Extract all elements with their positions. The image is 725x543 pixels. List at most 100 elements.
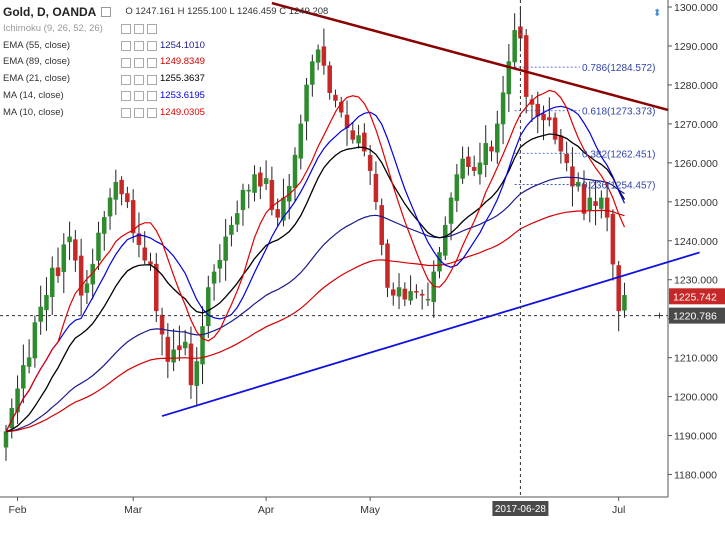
crosshair-price-box — [669, 307, 725, 324]
legend-row-ichimoku[interactable]: Ichimoku (9, 26, 52, 26) — [3, 21, 328, 38]
candle-body — [61, 244, 67, 273]
y-tick-label: 1230.000 — [674, 275, 718, 287]
close-icon[interactable] — [147, 74, 157, 85]
candle-body — [130, 200, 136, 234]
x-tick-label: May — [360, 504, 381, 516]
visibility-icon[interactable] — [121, 57, 131, 68]
candle-body — [90, 263, 95, 285]
candle-body — [622, 295, 627, 311]
candle-body — [234, 213, 240, 225]
legend-value: 1249.8349 — [160, 56, 205, 68]
crosshair-date-box — [492, 501, 549, 516]
fib-label: 0.618(1273.373) — [582, 107, 655, 118]
legend-row-ema89[interactable]: EMA (89, close) 1249.8349 — [3, 54, 328, 71]
y-tick-label: 1270.000 — [674, 119, 718, 131]
candle-body — [177, 345, 182, 351]
candle-body — [21, 365, 26, 389]
candle-body — [252, 174, 257, 193]
close-icon[interactable] — [147, 108, 157, 119]
visibility-icon[interactable] — [121, 108, 131, 119]
settings-icon[interactable] — [134, 74, 144, 85]
legend-value: 1255.3637 — [160, 73, 205, 85]
scroll-to-realtime-icon[interactable]: ⬍ — [653, 8, 662, 19]
y-tick-label: 1290.000 — [674, 41, 718, 53]
candle-body — [229, 224, 234, 235]
crosshair-price-label: 1220.786 — [673, 311, 717, 323]
y-tick-label: 1260.000 — [674, 158, 718, 170]
settings-icon[interactable] — [134, 24, 144, 35]
candle-body — [26, 357, 32, 367]
fib-label: 0.786(1284.572) — [582, 63, 655, 74]
candle-body — [125, 193, 130, 203]
visibility-icon[interactable] — [121, 40, 131, 51]
close-icon[interactable] — [147, 91, 157, 102]
candle-body — [148, 261, 153, 265]
candle-body — [425, 298, 431, 301]
candle-body — [506, 61, 512, 95]
symbol-title: Gold, D, OANDA — [3, 5, 97, 19]
ema-55-line — [5, 176, 625, 433]
candle-body — [223, 236, 228, 261]
candle-body — [321, 46, 327, 66]
candle-body — [15, 388, 20, 413]
candle-body — [448, 197, 454, 224]
candle-body — [327, 65, 332, 93]
candle-body — [454, 174, 460, 201]
candle-body — [84, 283, 90, 293]
legend-name: EMA (21, close) — [3, 73, 71, 85]
fib-label: 0.236(1254.457) — [582, 180, 655, 191]
candle-body — [194, 361, 199, 386]
collapse-icon[interactable] — [101, 7, 112, 18]
candle-body — [159, 314, 165, 335]
candle-body — [136, 233, 142, 245]
support-trendline — [161, 251, 700, 417]
x-tick-label: Mar — [124, 504, 143, 516]
legend-name: MA (14, close) — [3, 89, 64, 101]
candle-body — [292, 154, 298, 189]
settings-icon[interactable] — [134, 91, 144, 102]
candle-body — [102, 217, 107, 234]
legend-row-ema21[interactable]: EMA (21, close) 1255.3637 — [3, 71, 328, 88]
legend-row-ma14[interactable]: MA (14, close) 1253.6195 — [3, 88, 328, 105]
settings-icon[interactable] — [134, 57, 144, 68]
x-tick-label: Feb — [9, 504, 27, 516]
candle-body — [55, 267, 61, 277]
legend-row-ema55[interactable]: EMA (55, close) 1254.1010 — [3, 38, 328, 55]
legend-name: MA (10, close) — [3, 106, 64, 118]
candle-body — [182, 341, 188, 349]
close-icon[interactable] — [147, 24, 157, 35]
fib-label: 0.382(1262.451) — [582, 149, 655, 160]
candle-body — [466, 156, 471, 167]
candle-body — [593, 201, 598, 206]
y-tick-label: 1200.000 — [674, 392, 718, 404]
candle-body — [419, 293, 425, 296]
settings-icon[interactable] — [134, 108, 144, 119]
candle-body — [414, 291, 419, 293]
close-icon[interactable] — [147, 40, 157, 51]
close-icon[interactable] — [147, 57, 157, 68]
candle-body — [171, 349, 176, 363]
y-tick-label: 1180.000 — [674, 470, 717, 482]
settings-icon[interactable] — [134, 40, 144, 51]
visibility-icon[interactable] — [121, 74, 131, 85]
candle-body — [258, 172, 263, 187]
candle-body — [541, 113, 546, 121]
candle-body — [495, 123, 500, 153]
x-tick-label: Jul — [612, 504, 625, 516]
candle-body — [610, 213, 616, 265]
candle-body — [211, 271, 217, 284]
candle-body — [38, 306, 43, 322]
legend-row-ma10[interactable]: MA (10, close) 1249.0305 — [3, 105, 328, 122]
candle-body — [587, 197, 593, 211]
visibility-icon[interactable] — [121, 91, 131, 102]
candle-body — [206, 287, 211, 327]
visibility-icon[interactable] — [121, 24, 131, 35]
ema-21-line — [5, 133, 626, 433]
legend-value: 1249.0305 — [160, 106, 205, 118]
y-tick-label: 1280.000 — [674, 80, 718, 92]
candle-body — [200, 326, 205, 365]
candle-body — [460, 158, 465, 179]
candle-body — [350, 130, 356, 140]
candle-body — [477, 162, 483, 175]
